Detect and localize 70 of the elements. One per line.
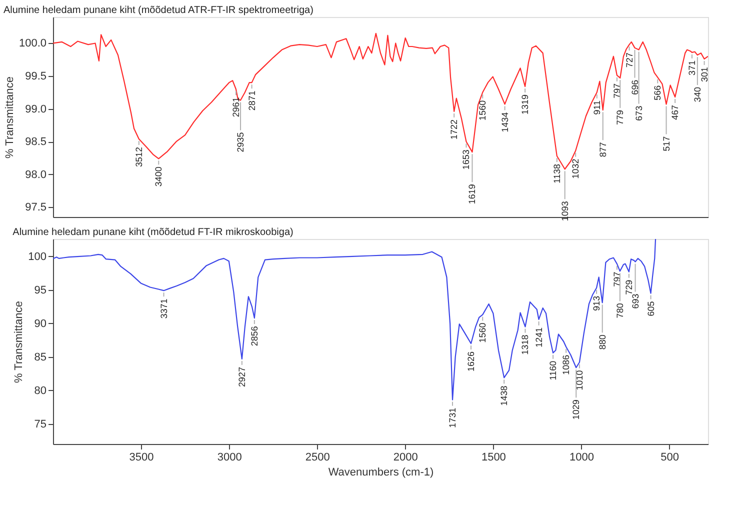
x-tick-label: 3500 xyxy=(129,452,154,464)
annotation: 1560 xyxy=(478,100,488,120)
annotation: 467 xyxy=(670,105,680,120)
annotation: 517 xyxy=(661,136,672,152)
annotation: 2927 xyxy=(236,366,247,387)
annotation: 2871 xyxy=(246,90,257,111)
annotation: 1722 xyxy=(449,119,460,140)
annotation: 1160 xyxy=(548,360,558,380)
annotation: 2856 xyxy=(249,326,260,346)
y-axis-title: % Transmittance xyxy=(13,301,26,383)
y-tick-label: 100 xyxy=(28,250,46,263)
annotation: 1029 xyxy=(571,400,582,420)
annotation: 1138 xyxy=(552,164,562,184)
y-axis-title: % Transmittance xyxy=(4,76,16,158)
annotation: 673 xyxy=(634,106,644,121)
annotation: 3371 xyxy=(158,298,169,319)
annotation: 780 xyxy=(614,303,625,318)
annotation: 371 xyxy=(686,60,697,76)
y-tick-label: 100.0 xyxy=(18,38,46,50)
annotation: 877 xyxy=(598,142,608,158)
y-tick-label: 98.5 xyxy=(25,136,46,148)
y-tick-label: 80 xyxy=(34,384,46,397)
annotation: 1241 xyxy=(534,327,544,348)
annotation: 911 xyxy=(592,100,602,115)
annotation: 3512 xyxy=(134,146,144,167)
x-tick-label: 3000 xyxy=(217,452,242,464)
x-axis-title: Wavenumbers (cm-1) xyxy=(328,466,434,478)
annotation: 696 xyxy=(630,80,640,95)
annotation: 693 xyxy=(630,294,640,309)
annotation: 340 xyxy=(692,87,702,102)
x-tick-label: 2500 xyxy=(305,452,330,464)
y-tick-label: 99.5 xyxy=(25,70,46,83)
annotation: 1032 xyxy=(570,158,581,179)
annotation: 1653 xyxy=(461,150,472,170)
annotation: 301 xyxy=(699,66,710,82)
annotation: 1626 xyxy=(466,352,476,372)
x-tick-label: 1500 xyxy=(481,452,506,464)
x-tick-label: 500 xyxy=(660,452,679,464)
chart-title: Alumine heledam punane kiht (mõõdetud ATR-FT-IR spektromeetriga) xyxy=(3,5,314,16)
y-tick-label: 95 xyxy=(34,284,46,296)
annotation: 1318 xyxy=(520,334,530,355)
annotation: 1560 xyxy=(478,322,488,343)
y-tick-label: 75 xyxy=(34,418,46,430)
annotation: 913 xyxy=(592,296,602,311)
annotation: 1438 xyxy=(499,386,510,406)
x-tick-label: 1000 xyxy=(569,452,594,464)
annotation: 1010 xyxy=(574,370,584,390)
annotation: 2935 xyxy=(236,132,246,152)
y-tick-label: 90 xyxy=(34,318,46,330)
annotation: 880 xyxy=(597,334,608,350)
annotation: 3400 xyxy=(154,166,164,187)
x-tick-label: 2000 xyxy=(393,452,418,464)
annotation: 605 xyxy=(646,301,656,316)
y-tick-label: 85 xyxy=(34,351,46,364)
annotation: 1434 xyxy=(500,112,510,132)
annotation: 797 xyxy=(612,83,622,98)
annotation: 1319 xyxy=(520,94,530,115)
annotation: 1731 xyxy=(448,408,458,428)
annotation: 1619 xyxy=(467,184,478,204)
annotation: 1086 xyxy=(561,354,572,375)
chart-title: Alumine heledam punane kiht (mõõdetud FT-IR mikroskoobiga) xyxy=(12,227,294,238)
y-tick-label: 97.5 xyxy=(25,202,46,214)
annotation: 1093 xyxy=(560,201,570,222)
annotation: 779 xyxy=(615,110,626,126)
annotation: 727 xyxy=(624,52,634,68)
y-tick-label: 99.0 xyxy=(25,103,46,116)
annotation: 2961 xyxy=(230,97,241,118)
annotation: 729 xyxy=(624,280,634,295)
annotation: 566 xyxy=(652,85,663,100)
y-tick-label: 98.0 xyxy=(25,168,46,181)
